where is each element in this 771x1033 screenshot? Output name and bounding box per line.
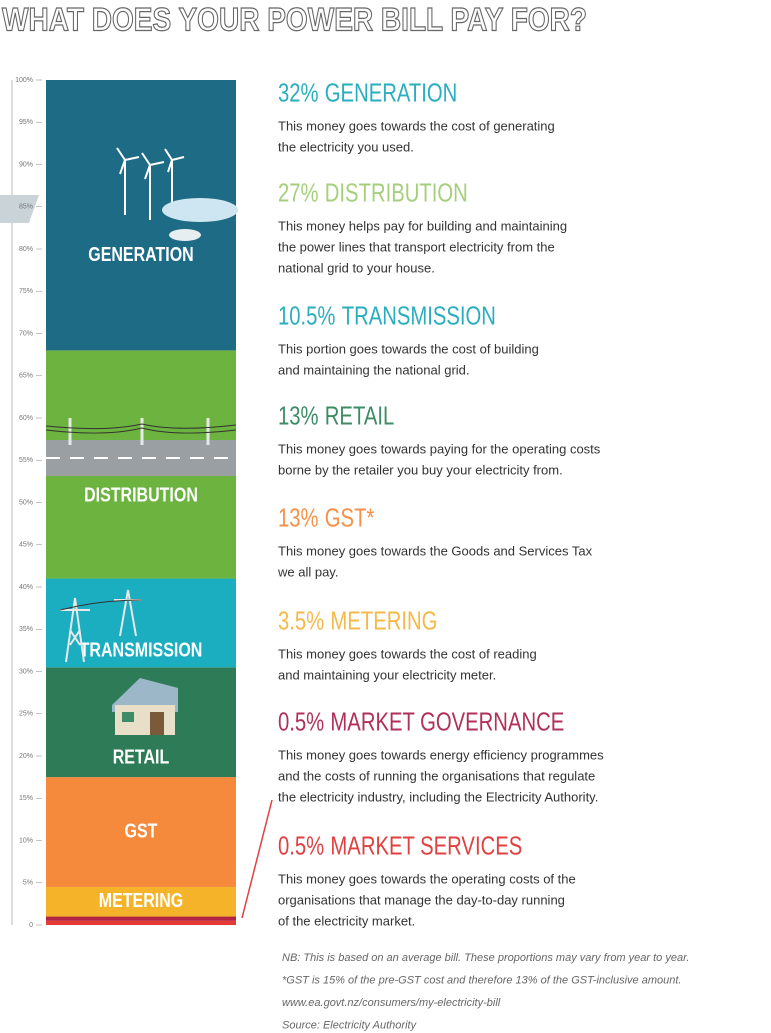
footnote: NB: This is based on an average bill. Th… (282, 952, 689, 964)
section-heading: 0.5% MARKET SERVICES (278, 831, 522, 860)
section-description: the electricity industry, including the … (278, 789, 598, 804)
heading-value: 0.5% (278, 831, 324, 860)
heading-value: 13% (278, 503, 319, 532)
y-tick-label: 70% (19, 330, 33, 337)
section-description: This money helps pay for building and ma… (278, 218, 567, 233)
section-description: This money goes towards paying for the o… (278, 441, 601, 456)
bar-segment (46, 777, 236, 887)
y-axis: 0 5% 10% 15% 20% 25% 30% 35% 40% 45% 50% 55% 60% 65% 7… (15, 77, 42, 929)
section-description: we all pay. (277, 564, 338, 579)
section-description: organisations that manage the day-to-day… (278, 892, 565, 907)
section-heading: 3.5% METERING (278, 606, 437, 635)
section-heading: 13% GST* (278, 503, 374, 532)
y-tick-label: 80% (19, 246, 33, 253)
section-description: and the costs of running the organisatio… (278, 768, 595, 783)
y-tick-label: 55% (19, 457, 33, 464)
section-heading: 10.5% TRANSMISSION (278, 301, 496, 330)
bar-label: METERING (99, 889, 183, 911)
y-tick-label: 20% (19, 753, 33, 760)
section-heading: 27% DISTRIBUTION (278, 178, 468, 207)
bar-label: TRANSMISSION (80, 639, 203, 661)
heading-value: 13% (278, 401, 319, 430)
section-description: the electricity you used. (278, 139, 414, 154)
heading-name: RETAIL (325, 401, 394, 430)
section-description: This money goes towards the cost of gene… (278, 118, 555, 133)
decorations (0, 147, 273, 919)
y-tick-label: 10% (19, 837, 33, 844)
heading-name: TRANSMISSION (342, 301, 496, 330)
section-description: borne by the retailer you buy your elect… (278, 462, 563, 477)
section-description: national grid to your house. (278, 260, 435, 275)
footnote: www.ea.govt.nz/consumers/my-electricity-… (282, 997, 501, 1009)
section-description: This money goes towards the cost of read… (278, 646, 537, 661)
chart-title: WHAT DOES YOUR POWER BILL PAY FOR? (2, 1, 587, 37)
section-description: This money goes towards energy efficienc… (278, 747, 604, 762)
y-tick-label: 50% (19, 499, 33, 506)
heading-name: GST* (325, 503, 375, 532)
heading-name: MARKET SERVICES (330, 831, 522, 860)
y-tick-label: 90% (19, 161, 33, 168)
section-heading: 13% RETAIL (278, 401, 394, 430)
section-description: and maintaining the national grid. (278, 362, 470, 377)
section-description: This money goes towards the Goods and Se… (278, 543, 593, 558)
section-description: This money goes towards the operating co… (278, 871, 576, 886)
y-tick-label: 30% (19, 668, 33, 675)
section-description: and maintaining your electricity meter. (278, 667, 496, 682)
y-tick-label: 15% (19, 795, 33, 802)
section-heading: 0.5% MARKET GOVERNANCE (278, 707, 564, 736)
heading-name: GENERATION (325, 78, 457, 107)
y-tick-label: 25% (19, 711, 33, 718)
heading-value: 27% (278, 178, 319, 207)
bar-label: RETAIL (113, 746, 170, 768)
bar-segment (46, 920, 236, 925)
footnote: *GST is 15% of the pre-GST cost and ther… (282, 974, 681, 986)
heading-name: DISTRIBUTION (325, 178, 468, 207)
heading-value: 0.5% (278, 707, 324, 736)
y-tick-label: 100% (15, 77, 33, 84)
bar-label: DISTRIBUTION (84, 484, 198, 506)
footnote: Source: Electricity Authority (282, 1019, 418, 1031)
section-description: the power lines that transport electrici… (278, 239, 555, 254)
y-tick-label: 40% (19, 584, 33, 591)
section-heading: 32% GENERATION (278, 78, 457, 107)
y-tick-label: 85% (19, 204, 33, 211)
heading-value: 32% (278, 78, 319, 107)
heading-value: 3.5% (278, 606, 324, 635)
bar-segment (46, 916, 236, 921)
heading-name: MARKET GOVERNANCE (330, 707, 564, 736)
section-description: This portion goes towards the cost of bu… (278, 341, 539, 356)
bar-label: GENERATION (88, 243, 193, 265)
notes: NB: This is based on an average bill. Th… (282, 952, 689, 1032)
heading-name: METERING (330, 606, 437, 635)
y-tick-label: 65% (19, 373, 33, 380)
heading-value: 10.5% (278, 301, 335, 330)
y-tick-label: 35% (19, 626, 33, 633)
bar-segment (46, 886, 236, 917)
y-tick-label: 95% (19, 119, 33, 126)
bar-label: GST (125, 820, 158, 842)
legend: 32% GENERATION This money goes towards the… (277, 78, 604, 928)
section-description: of the electricity market. (278, 913, 415, 928)
y-tick-label: 60% (19, 415, 33, 422)
y-tick-label: 45% (19, 542, 33, 549)
y-tick-label: 0 (29, 922, 33, 929)
y-tick-label: 5% (23, 880, 33, 887)
y-tick-label: 75% (19, 288, 33, 295)
